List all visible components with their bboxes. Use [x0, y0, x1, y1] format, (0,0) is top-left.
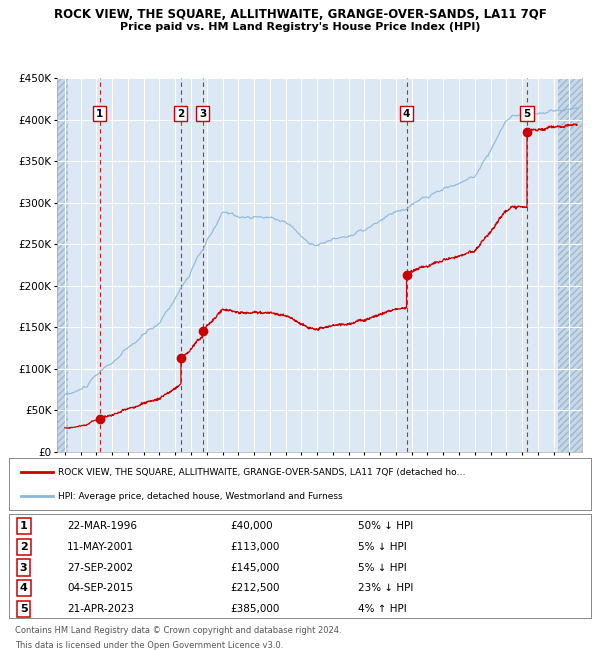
Text: 27-SEP-2002: 27-SEP-2002: [67, 563, 133, 573]
Text: This data is licensed under the Open Government Licence v3.0.: This data is licensed under the Open Gov…: [15, 642, 283, 650]
Text: £385,000: £385,000: [230, 604, 280, 614]
Text: 1: 1: [96, 109, 104, 118]
Text: 3: 3: [20, 563, 28, 573]
Text: 2: 2: [20, 542, 28, 552]
Bar: [57, 78, 68, 452]
Text: £113,000: £113,000: [230, 542, 280, 552]
Text: 5: 5: [20, 604, 28, 614]
Text: ROCK VIEW, THE SQUARE, ALLITHWAITE, GRANGE-OVER-SANDS, LA11 7QF (detached ho…: ROCK VIEW, THE SQUARE, ALLITHWAITE, GRAN…: [58, 468, 466, 477]
Bar: [559, 78, 582, 452]
Bar: [559, 78, 582, 452]
Text: 4: 4: [403, 109, 410, 118]
Text: 4% ↑ HPI: 4% ↑ HPI: [358, 604, 407, 614]
Text: £212,500: £212,500: [230, 584, 280, 593]
Text: 1: 1: [20, 521, 28, 531]
Text: 50% ↓ HPI: 50% ↓ HPI: [358, 521, 413, 531]
Text: £145,000: £145,000: [230, 563, 280, 573]
Bar: [57, 78, 68, 452]
Text: 3: 3: [199, 109, 206, 118]
Text: 5% ↓ HPI: 5% ↓ HPI: [358, 563, 407, 573]
Text: 5% ↓ HPI: 5% ↓ HPI: [358, 542, 407, 552]
Text: 21-APR-2023: 21-APR-2023: [67, 604, 134, 614]
Text: ROCK VIEW, THE SQUARE, ALLITHWAITE, GRANGE-OVER-SANDS, LA11 7QF: ROCK VIEW, THE SQUARE, ALLITHWAITE, GRAN…: [53, 8, 547, 21]
Text: 22-MAR-1996: 22-MAR-1996: [67, 521, 137, 531]
Text: £40,000: £40,000: [230, 521, 273, 531]
Text: 4: 4: [20, 584, 28, 593]
Text: Contains HM Land Registry data © Crown copyright and database right 2024.: Contains HM Land Registry data © Crown c…: [15, 626, 341, 634]
Text: 04-SEP-2015: 04-SEP-2015: [67, 584, 133, 593]
Text: 5: 5: [523, 109, 530, 118]
Text: 11-MAY-2001: 11-MAY-2001: [67, 542, 134, 552]
Text: 2: 2: [177, 109, 185, 118]
Text: Price paid vs. HM Land Registry's House Price Index (HPI): Price paid vs. HM Land Registry's House …: [120, 22, 480, 32]
Text: 23% ↓ HPI: 23% ↓ HPI: [358, 584, 413, 593]
Text: HPI: Average price, detached house, Westmorland and Furness: HPI: Average price, detached house, West…: [58, 491, 343, 500]
